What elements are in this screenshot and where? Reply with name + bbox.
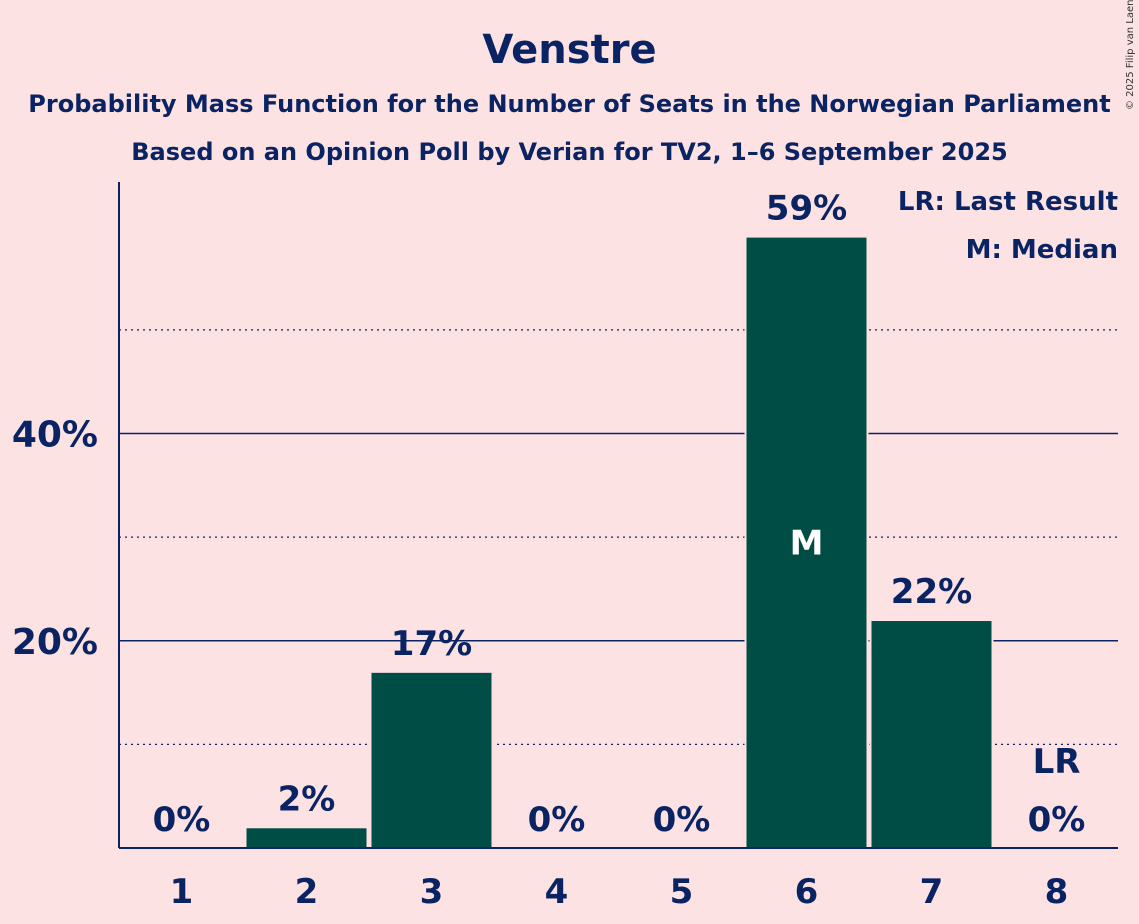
bar: [244, 826, 369, 850]
data-label: 2%: [278, 779, 336, 819]
chart-subtitle-source: Based on an Opinion Poll by Verian for T…: [131, 138, 1008, 166]
x-tick-label: 7: [920, 872, 944, 912]
data-label: 22%: [891, 572, 972, 612]
x-tick-label: 5: [670, 872, 694, 912]
legend-median: M: Median: [966, 235, 1118, 265]
data-label: 0%: [653, 800, 711, 840]
bar: [744, 235, 869, 850]
last-result-marker: LR: [1033, 742, 1081, 782]
chart-subtitle: Probability Mass Function for the Number…: [28, 90, 1111, 118]
x-tick-label: 3: [420, 872, 444, 912]
x-tick-label: 2: [295, 872, 319, 912]
data-label: 0%: [153, 800, 211, 840]
x-tick-label: 6: [795, 872, 819, 912]
y-tick-label: 40%: [12, 415, 98, 456]
data-label: 59%: [766, 189, 847, 229]
y-tick-label: 20%: [12, 622, 98, 663]
x-tick-label: 1: [170, 872, 194, 912]
x-tick-label: 4: [545, 872, 569, 912]
data-label: 17%: [391, 624, 472, 664]
x-tick-label: 8: [1045, 872, 1069, 912]
data-label: 0%: [1028, 800, 1086, 840]
median-marker: M: [790, 523, 824, 563]
bar: [869, 619, 994, 850]
data-label: 0%: [528, 800, 586, 840]
chart-title: Venstre: [482, 27, 657, 73]
legend-last-result: LR: Last Result: [898, 187, 1118, 217]
bar: [369, 670, 494, 850]
